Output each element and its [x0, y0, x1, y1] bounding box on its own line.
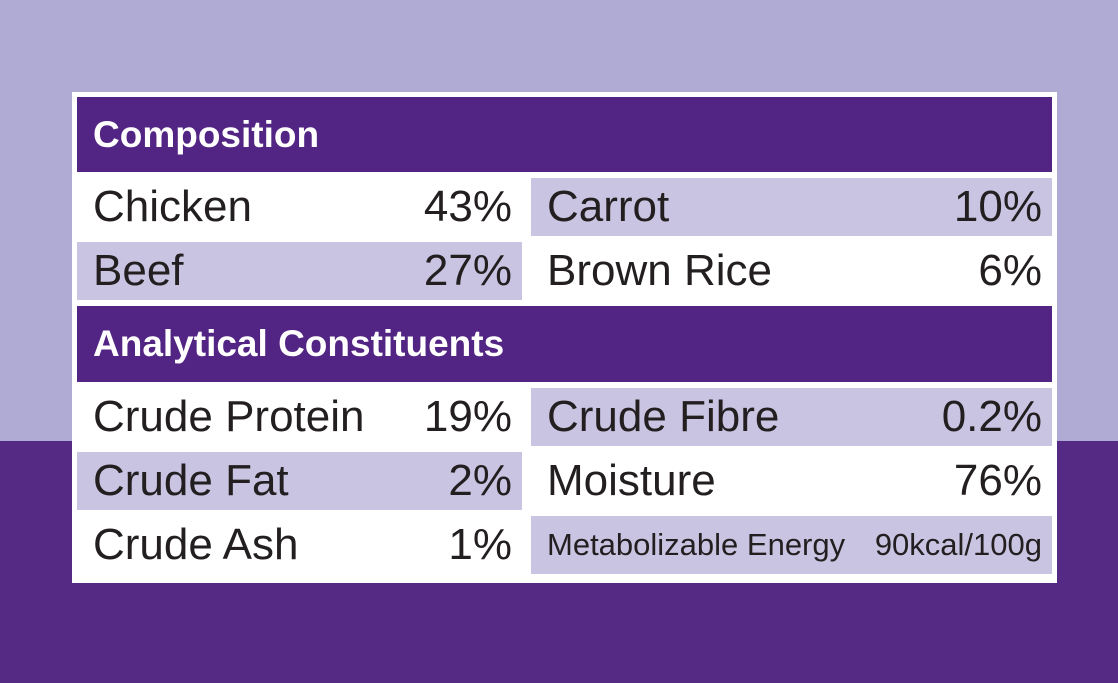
nutrient-name: Crude Fat — [93, 456, 289, 505]
cell-chicken: Chicken 43% — [77, 178, 522, 236]
nutrient-name: Crude Ash — [93, 520, 299, 569]
nutrition-label-panel: Composition Chicken 43% Carrot 10% Beef … — [72, 92, 1057, 583]
ingredient-name: Carrot — [547, 182, 670, 231]
nutrient-value: 90kcal/100g — [874, 527, 1042, 562]
nutrient-name: Crude Protein — [93, 392, 365, 441]
table-row: Crude Fat 2% Moisture 76% — [77, 452, 1052, 510]
table-row: Crude Protein 19% Crude Fibre 0.2% — [77, 388, 1052, 446]
nutrient-value: 19% — [423, 392, 512, 441]
nutrient-value: 0.2% — [941, 392, 1042, 441]
cell-metabolizable-energy: Metabolizable Energy 90kcal/100g — [531, 516, 1052, 574]
cell-beef: Beef 27% — [77, 242, 522, 300]
section-header-composition: Composition — [77, 97, 1052, 172]
nutrient-name: Crude Fibre — [547, 392, 780, 441]
section-header-label: Analytical Constituents — [93, 323, 505, 364]
nutrient-name: Metabolizable Energy — [547, 527, 846, 562]
ingredient-value: 10% — [953, 182, 1042, 231]
cell-crude-fibre: Crude Fibre 0.2% — [531, 388, 1052, 446]
nutrient-name: Moisture — [547, 456, 716, 505]
ingredient-name: Brown Rice — [547, 246, 772, 295]
cell-brown-rice: Brown Rice 6% — [531, 242, 1052, 300]
ingredient-name: Beef — [93, 246, 184, 295]
table-row: Crude Ash 1% Metabolizable Energy 90kcal… — [77, 516, 1052, 574]
nutrient-value: 76% — [953, 456, 1042, 505]
ingredient-value: 6% — [978, 246, 1042, 295]
section-header-analytical-constituents: Analytical Constituents — [77, 306, 1052, 382]
table-row: Chicken 43% Carrot 10% — [77, 178, 1052, 236]
table-row: Beef 27% Brown Rice 6% — [77, 242, 1052, 300]
section-header-label: Composition — [93, 113, 320, 155]
ingredient-value: 27% — [423, 246, 512, 295]
cell-carrot: Carrot 10% — [531, 178, 1052, 236]
ingredient-name: Chicken — [93, 182, 252, 231]
cell-crude-ash: Crude Ash 1% — [77, 516, 522, 574]
ingredient-value: 43% — [423, 182, 512, 231]
cell-crude-fat: Crude Fat 2% — [77, 452, 522, 510]
cell-crude-protein: Crude Protein 19% — [77, 388, 522, 446]
nutrient-value: 1% — [448, 520, 512, 569]
cell-moisture: Moisture 76% — [531, 452, 1052, 510]
nutrient-value: 2% — [448, 456, 512, 505]
